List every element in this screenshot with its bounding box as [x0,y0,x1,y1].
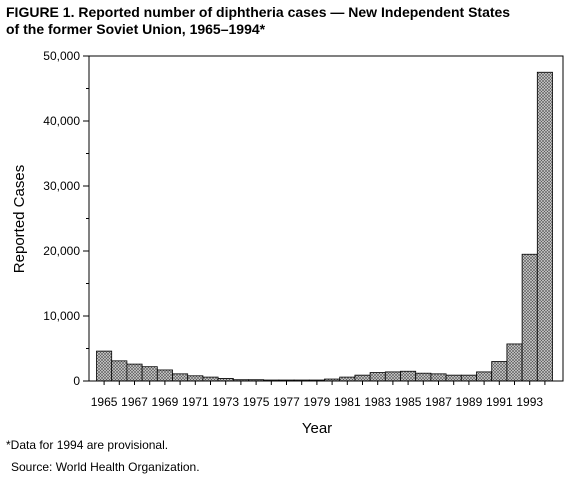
y-axis: 0 10,000 20,000 30,000 40,000 50,000 [43,49,89,388]
bar-1968 [141,366,158,382]
bar-1983 [369,372,386,382]
footnote: *Data for 1994 are provisional. [6,438,169,452]
x-tick-label: 1993 [516,395,543,409]
x-tick-label: 1973 [212,395,239,409]
x-tick-label: 1985 [395,395,422,409]
bar-1994 [536,71,553,382]
bar-1965 [96,350,113,382]
y-axis-label: Reported Cases [11,165,28,273]
bar-1972 [202,376,219,382]
x-tick-label: 1983 [364,395,391,409]
x-tick-label: 1971 [182,395,209,409]
bar-1966 [111,360,128,382]
bar-1987 [430,373,447,382]
y-tick-label: 10,000 [43,309,80,323]
bar-1971 [187,375,204,382]
x-axis: 1965 1967 1969 1971 1973 1975 1977 1979 1981 1983… [91,381,546,409]
bar-1982 [354,374,371,382]
x-tick-label: 1987 [425,395,452,409]
figure-title: FIGURE 1. Reported number of diphtheria … [6,4,581,38]
bar-1970 [172,373,189,382]
x-tick-label: 1975 [243,395,270,409]
x-tick-label: 1965 [91,395,118,409]
bar-1992 [506,343,523,382]
bar-1988 [445,374,462,382]
y-tick-label: 30,000 [43,179,80,193]
y-tick-label: 0 [73,374,80,388]
bar-1967 [126,363,143,382]
x-tick-label: 1989 [456,395,483,409]
figure-title-line-2: of the former Soviet Union, 1965–1994* [6,21,266,37]
plot-frame [88,55,564,382]
bar-1989 [460,374,477,382]
bar-1991 [491,361,508,382]
x-tick-label: 1991 [486,395,513,409]
bar-1981 [339,376,356,382]
x-axis-label: Year [302,420,332,437]
x-tick-label: 1969 [152,395,179,409]
x-tick-label: 1979 [304,395,331,409]
x-tick-label: 1977 [273,395,300,409]
bar-1990 [476,371,493,382]
x-tick-label: 1967 [121,395,148,409]
y-tick-label: 20,000 [43,244,80,258]
figure-title-line-1: FIGURE 1. Reported number of diphtheria … [6,4,511,20]
bar-1986 [415,372,432,382]
bar-1993 [521,253,538,382]
y-tick-label: 40,000 [43,114,80,128]
bar-1984 [384,371,401,382]
bar-series [96,71,553,382]
bar-1985 [400,370,417,382]
bar-1969 [156,369,173,382]
x-tick-label: 1981 [334,395,361,409]
y-tick-label: 50,000 [43,49,80,63]
source-note: Source: World Health Organization. [11,460,200,474]
